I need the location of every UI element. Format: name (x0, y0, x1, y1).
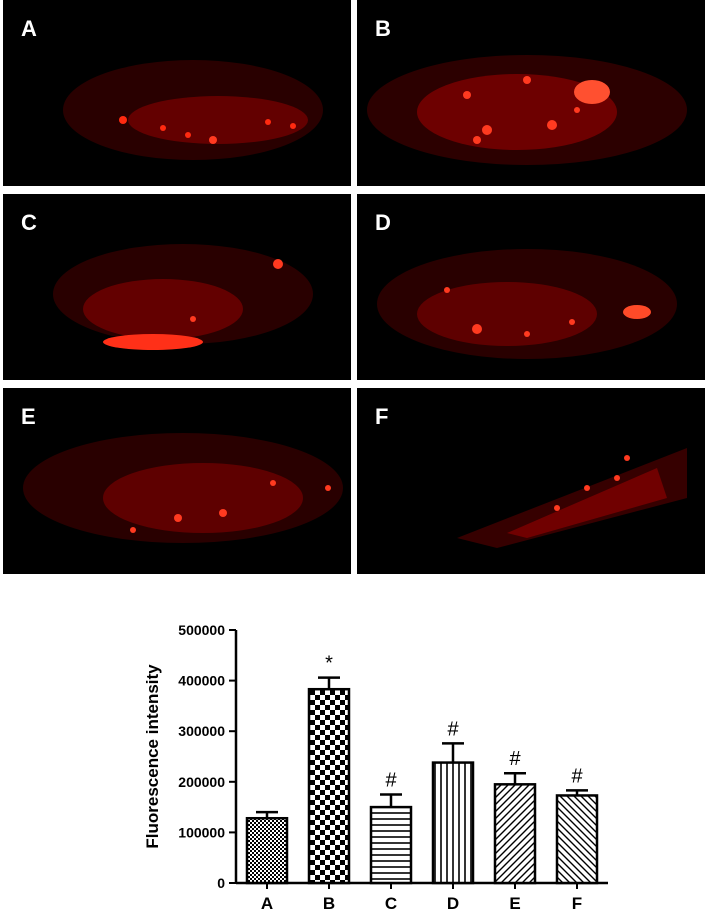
micrograph-panel-b: B (357, 0, 705, 186)
fluorescence-image-a (63, 60, 323, 160)
panel-label-c: C (21, 210, 37, 235)
y-tick-label: 0 (217, 875, 225, 891)
fluorescence-image-c (53, 244, 313, 350)
panel-label-b: B (375, 16, 391, 41)
panel-label-a: A (21, 16, 37, 41)
y-axis-label: Fluorescence intensity (143, 664, 162, 849)
bar-C (369, 805, 413, 885)
fluorescence-image-f (457, 448, 687, 548)
panel-label-e: E (21, 404, 36, 429)
significance-marker-D: # (447, 718, 459, 740)
micrograph-panel-d: D (357, 194, 705, 380)
micrograph-panel-a: A (3, 0, 351, 186)
significance-marker-B: * (325, 653, 333, 675)
x-tick-label-A: A (261, 894, 273, 913)
y-tick-label: 400000 (178, 673, 225, 689)
significance-marker-F: # (571, 765, 583, 787)
bar-A (245, 816, 289, 885)
x-tick-label-B: B (323, 894, 335, 913)
y-tick-label: 300000 (178, 723, 225, 739)
panel-label-f: F (375, 404, 389, 429)
x-tick-label-D: D (447, 894, 459, 913)
x-tick-label-C: C (385, 894, 397, 913)
bar-F (555, 794, 599, 885)
x-tick-label-F: F (572, 894, 582, 913)
micrograph-panel-c: C (3, 194, 351, 380)
significance-marker-E: # (509, 748, 521, 770)
y-tick-label: 100000 (178, 824, 225, 840)
y-tick-label: 200000 (178, 774, 225, 790)
bar-E (493, 783, 537, 885)
micrograph-panel-f: F (357, 388, 705, 574)
significance-marker-C: # (385, 769, 397, 791)
fluorescence-image-d (377, 249, 677, 359)
y-tick-label: 500000 (178, 622, 225, 638)
fluorescence-bar-chart: 0 100000 200000 300000 400000 500000 Fluoresce… (143, 622, 608, 913)
fluorescence-image-e (23, 433, 343, 543)
x-tick-label-E: E (509, 894, 520, 913)
fluorescence-image-b (367, 55, 687, 165)
micrograph-panel-e: E (3, 388, 351, 574)
bar-B (307, 687, 351, 885)
panel-label-d: D (375, 210, 391, 235)
bar-D (431, 761, 475, 885)
